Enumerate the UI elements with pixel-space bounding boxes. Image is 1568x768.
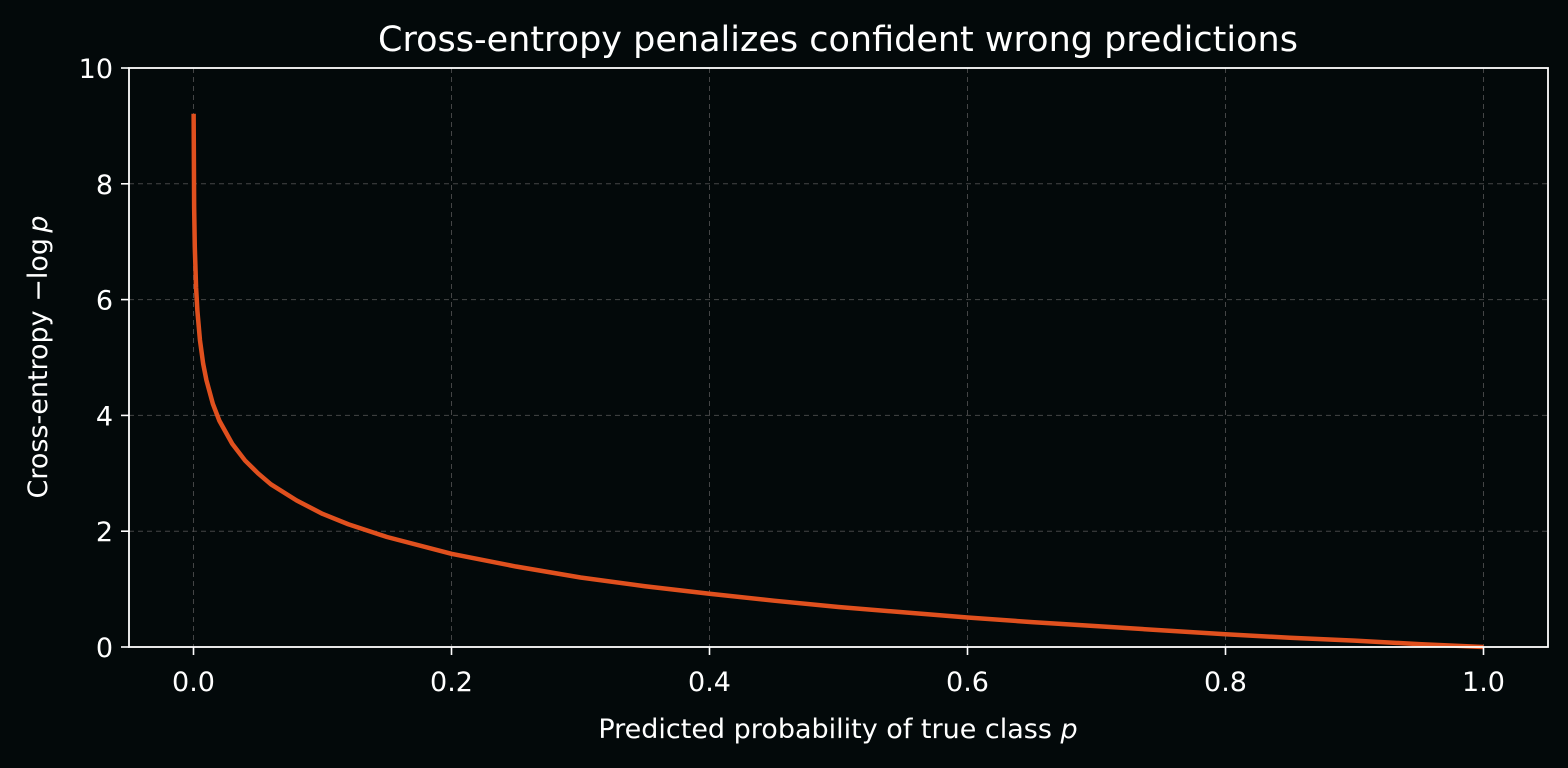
ticks: 0.0 0.2 0.4 0.6 0.8 1.0 0 2 4 6 8 10 <box>79 54 1505 698</box>
chart-title: Cross-entropy penalizes confident wrong … <box>378 20 1298 60</box>
x-tick-label: 0.0 <box>172 667 215 698</box>
y-axis-label-variable: p <box>23 215 54 233</box>
x-axis-label-variable: p <box>1060 714 1078 745</box>
x-tick-label: 0.4 <box>688 667 731 698</box>
y-axis-label: Cross-entropy −log p <box>23 215 54 498</box>
y-axis-label-text: Cross-entropy −log <box>23 233 54 499</box>
plot-area <box>129 68 1548 647</box>
y-tick-label: 4 <box>96 401 113 432</box>
y-tick-label: 10 <box>79 54 113 85</box>
x-axis-label-text: Predicted probability of true class <box>598 714 1060 745</box>
x-tick-label: 0.2 <box>430 667 473 698</box>
y-tick-label: 8 <box>96 170 113 201</box>
plot-frame <box>128 67 1549 648</box>
x-tick-label: 0.8 <box>1204 667 1247 698</box>
x-tick-label: 1.0 <box>1462 667 1505 698</box>
x-axis-label: Predicted probability of true class p <box>598 714 1077 745</box>
y-tick-label: 2 <box>96 517 113 548</box>
series-line <box>191 113 1484 650</box>
y-tick-label: 0 <box>96 633 113 664</box>
y-tick-label: 6 <box>96 286 113 317</box>
x-tick-label: 0.6 <box>946 667 989 698</box>
